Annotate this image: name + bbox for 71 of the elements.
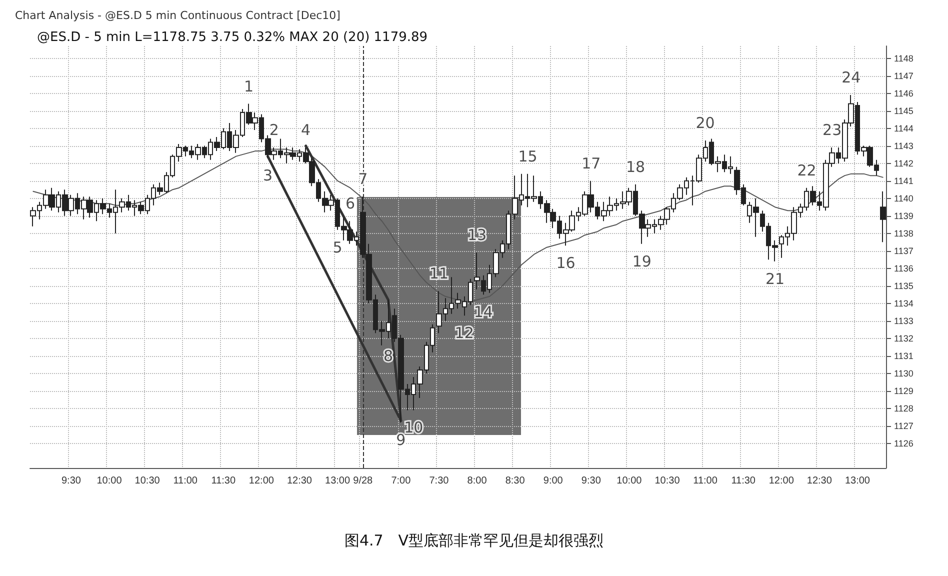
text: 11 <box>429 264 449 283</box>
y-tick-label: 1130 <box>894 368 914 378</box>
text: 20 <box>696 114 715 132</box>
text: 18 <box>626 158 646 176</box>
text: 15 <box>518 147 538 166</box>
text: 21 <box>765 270 785 288</box>
text: 14 <box>474 303 493 322</box>
x-tick-label: 8:30 <box>505 476 526 486</box>
text: 8 <box>383 346 394 365</box>
x-tick-label: 10:30 <box>654 476 680 486</box>
y-tick-label: 1142 <box>894 158 914 168</box>
chart-title: @ES.D - 5 min L=1178.75 3.75 0.32% MAX 20 (20) 1179.89 <box>37 30 428 45</box>
x-tick-label: 12:30 <box>806 476 832 486</box>
x-tick-label: 7:30 <box>429 476 450 486</box>
y-tick-label: 1134 <box>894 298 914 308</box>
x-tick-label: 9:30 <box>61 476 82 486</box>
x-tick-label: 7:00 <box>391 476 412 486</box>
x-tick-label: 11:00 <box>173 476 198 486</box>
y-tick-label: 1131 <box>894 350 914 361</box>
x-tick-label: 12:00 <box>768 476 794 486</box>
y-tick-label: 1133 <box>894 316 914 326</box>
text: 2 <box>269 121 279 140</box>
x-tick-label: 13:00 <box>325 476 350 486</box>
x-tick-label: 9:00 <box>543 476 564 486</box>
text: 22 <box>797 161 816 180</box>
y-tick-label: 1148 <box>894 53 914 64</box>
text: 7 <box>358 170 368 188</box>
x-tick-label: 11:00 <box>693 476 718 486</box>
y-tick-label: 1141 <box>894 176 914 186</box>
text: 4 <box>301 121 311 140</box>
caption: 图4.7 V型底部非常罕见但是却很强烈 <box>344 532 604 550</box>
y-tick-label: 1135 <box>894 280 914 291</box>
y-tick-label: 1146 <box>894 88 914 98</box>
x-tick-label: 9/28 <box>353 476 374 486</box>
y-tick-label: 1129 <box>894 386 914 396</box>
y-tick-label: 1143 <box>894 140 914 151</box>
text: 3 <box>263 166 273 185</box>
text: 23 <box>822 121 842 140</box>
y-tick-label: 1127 <box>894 420 914 431</box>
x-tick-label: 11:30 <box>731 476 756 486</box>
text: 12 <box>454 324 474 342</box>
x-tick-label: 10:30 <box>134 476 160 486</box>
x-tick-label: 9:30 <box>581 476 602 486</box>
x-tick-label: 12:00 <box>248 476 274 486</box>
y-tick-label: 1128 <box>894 403 914 414</box>
chart-subtitle: Chart Analysis - @ES.D 5 min Continuous Contract [Dec10] <box>15 9 340 22</box>
text: 17 <box>582 154 601 172</box>
text: 1 <box>244 77 254 96</box>
x-tick-label: 12:30 <box>286 476 312 486</box>
y-tick-label: 1139 <box>894 210 914 221</box>
text: 6 <box>345 194 355 213</box>
y-tick-label: 1137 <box>894 246 914 256</box>
text: 5 <box>332 238 342 256</box>
y-tick-label: 1147 <box>894 70 914 81</box>
y-tick-label: 1138 <box>894 228 914 238</box>
x-tick-label: 11:30 <box>211 476 236 486</box>
y-tick-label: 1145 <box>894 106 914 116</box>
text: 10 <box>404 418 424 437</box>
text: 16 <box>556 254 576 272</box>
text: 9 <box>396 430 406 449</box>
text: 19 <box>632 252 652 270</box>
text: 24 <box>842 68 861 87</box>
x-tick-label: 8:00 <box>467 476 488 486</box>
x-tick-label: 10:00 <box>96 476 122 486</box>
x-tick-label: 10:00 <box>616 476 642 486</box>
y-tick-label: 1126 <box>894 438 914 448</box>
y-tick-label: 1144 <box>894 123 914 134</box>
y-tick-label: 1136 <box>894 263 914 274</box>
y-tick-label: 1132 <box>894 333 914 344</box>
x-tick-label: 13:00 <box>844 476 870 486</box>
y-tick-label: 1140 <box>894 193 914 204</box>
